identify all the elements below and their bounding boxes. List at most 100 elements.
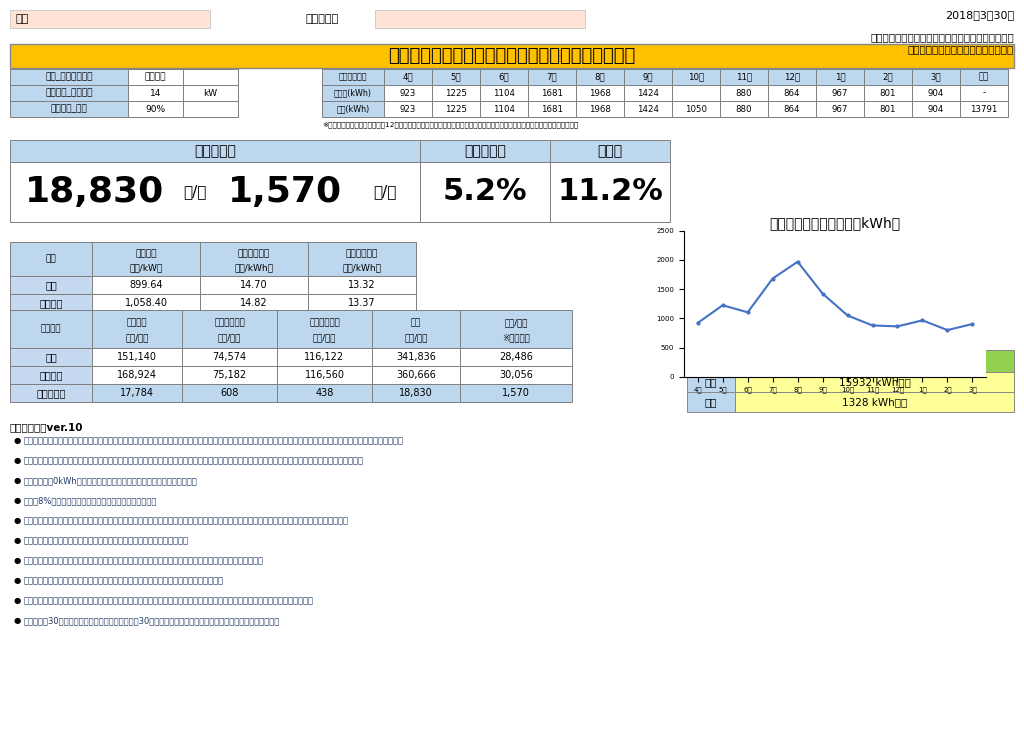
Text: 1328 kWh以下: 1328 kWh以下 [842,397,907,407]
Text: 1968: 1968 [589,105,611,113]
Bar [10,294,92,312]
Text: 推定削減額: 推定削減額 [36,388,66,398]
Text: 1968: 1968 [589,89,611,97]
Bar [460,348,572,366]
Text: 8月: 8月 [595,72,605,81]
Text: 13791: 13791 [971,105,997,113]
Text: 低圧電力: 低圧電力 [144,72,166,81]
Text: 14.82: 14.82 [241,298,268,308]
Text: ●: ● [14,536,22,545]
Text: 年間: 年間 [705,377,717,387]
Bar [308,242,416,276]
Bar [550,162,670,222]
Bar [687,350,1014,372]
Bar [384,69,432,85]
Text: 923: 923 [399,105,416,113]
Bar [278,366,372,384]
Text: 電気料金シミュレーション＿近畿エリア＿低圧電力: 電気料金シミュレーション＿近畿エリア＿低圧電力 [388,47,636,65]
Bar [182,366,278,384]
Text: 151,140: 151,140 [117,352,157,362]
Bar [92,366,182,384]
Text: 1050: 1050 [685,105,707,113]
Text: 4月: 4月 [402,72,414,81]
Title: 月々の推定使用電力量（kWh）: 月々の推定使用電力量（kWh） [769,217,901,231]
Bar [672,85,720,101]
Text: ●: ● [14,616,22,625]
Bar [624,101,672,117]
Text: kW: kW [204,89,217,97]
Bar [322,85,384,101]
Text: 880: 880 [736,89,753,97]
Text: 608: 608 [220,388,239,398]
Bar [624,85,672,101]
Bar [432,69,480,85]
Bar [528,85,575,101]
Bar [720,85,768,101]
Bar [278,310,372,348]
Bar [816,85,864,101]
Text: （円/年）: （円/年） [218,333,242,342]
Text: 合計: 合計 [411,319,421,328]
Text: 864: 864 [783,89,800,97]
Text: 関西電力: 関西電力 [39,298,62,308]
Bar [864,85,912,101]
Text: イーレックス・スパーク・マーケティング株式会社: イーレックス・スパーク・マーケティング株式会社 [870,32,1014,42]
Bar [375,10,585,28]
Bar [183,101,238,117]
Text: 967: 967 [831,89,848,97]
Text: 消費税8%を含んだ単価、料金試算を提示しております。: 消費税8%を含んだ単価、料金試算を提示しております。 [24,496,158,505]
Bar [961,69,1008,85]
Text: （円/kWh）: （円/kWh） [342,263,382,272]
Text: 関西電力: 関西電力 [39,370,62,380]
Text: 供給開始後は再生可能エネルギー発電促進賦課金・燃料費調整額を加味してご請求いたします。（算定式は関西電力と同一です）: 供給開始後は再生可能エネルギー発電促進賦課金・燃料費調整額を加味してご請求いたし… [24,596,314,605]
Bar [183,85,238,101]
Text: 単価: 単価 [46,255,56,264]
Bar [128,85,183,101]
Text: 本シミュレーションにあたり、ご教示いただいた使用電力量がご契約後の実績と著しくかけ離れた場合、弊社からご解約を要請することがございます。: 本シミュレーションにあたり、ご教示いただいた使用電力量がご契約後の実績と著しくか… [24,456,364,465]
Text: お客様使用量: お客様使用量 [339,72,368,81]
Bar [10,140,420,162]
Text: 1424: 1424 [637,89,659,97]
Text: 75,182: 75,182 [212,370,247,380]
Text: 夏季従量料金: 夏季従量料金 [214,319,245,328]
Bar [460,310,572,348]
Bar [768,69,816,85]
Text: 74,574: 74,574 [212,352,247,362]
Bar [10,384,92,402]
Text: 推定削減額: 推定削減額 [195,144,236,158]
Bar [768,85,816,101]
Text: 弊社: 弊社 [45,280,57,290]
Text: 5月: 5月 [451,72,462,81]
Text: 推定(kWh): 推定(kWh) [336,105,370,113]
Bar [10,85,128,101]
Text: （円/年）: （円/年） [125,333,148,342]
Text: ご注意事項＿ver.10: ご注意事項＿ver.10 [10,422,84,432]
Text: 基本料金: 基本料金 [135,250,157,258]
Text: このシミュレーションは参考値ですので、お客様のご使用状況が変わった場合、各試算結果が変わります。: このシミュレーションは参考値ですので、お客様のご使用状況が変わった場合、各試算結… [24,556,264,565]
Bar [92,294,200,312]
Bar [420,162,550,222]
Bar [92,348,182,366]
Text: 供給開始日はお申込み後、最初の関西電力の検針日を予定しております。: 供給開始日はお申込み後、最初の関西電力の検針日を予定しております。 [24,536,189,545]
Bar [10,276,92,294]
Text: 18,830: 18,830 [399,388,433,398]
Text: 28,486: 28,486 [499,352,532,362]
Bar [372,366,460,384]
Bar [10,162,420,222]
Bar [182,384,278,402]
Text: 14: 14 [150,89,161,97]
Bar [10,101,128,117]
Text: 月間: 月間 [705,397,717,407]
Bar [575,101,624,117]
Bar [672,101,720,117]
Text: 1225: 1225 [445,105,467,113]
Bar [624,69,672,85]
Text: 3月: 3月 [931,72,941,81]
Bar [432,101,480,117]
Text: 10月: 10月 [688,72,705,81]
Text: （円/kW）: （円/kW） [129,263,163,272]
Text: ●: ● [14,456,22,465]
Text: ●: ● [14,576,22,585]
Text: ※通年平均: ※通年平均 [502,333,529,342]
Bar [687,392,735,412]
